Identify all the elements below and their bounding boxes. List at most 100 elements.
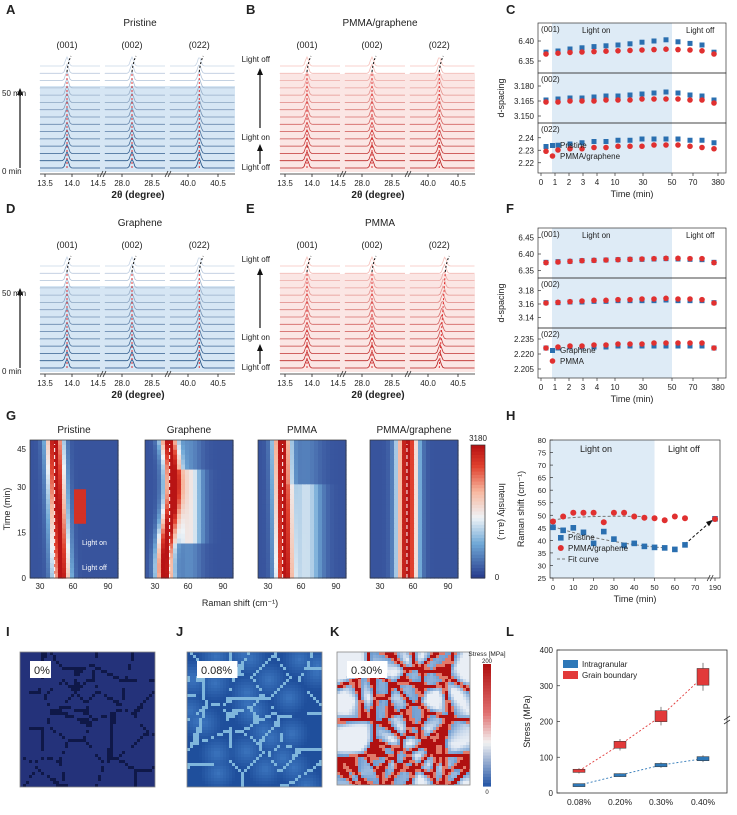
heat-cell (430, 454, 435, 461)
grain-pixel (128, 700, 132, 704)
heat-cell (386, 469, 391, 476)
heat-cell (102, 454, 107, 461)
heat-cell (286, 563, 291, 569)
xrd-trace (279, 343, 340, 354)
heat-cell (378, 553, 383, 559)
marker-b (567, 343, 573, 349)
grain-pixel (77, 730, 81, 734)
heat-cell (398, 568, 403, 574)
heat-cell (66, 499, 71, 505)
heat-cell (338, 513, 343, 520)
grain-pixel (125, 763, 129, 767)
grain-pixel (38, 658, 42, 662)
heat-cell (306, 563, 311, 569)
heat-cell (378, 499, 383, 505)
xrd-trace (39, 77, 100, 89)
grain-pixel (47, 694, 51, 698)
heat-cell (266, 568, 271, 574)
recovery-arrowhead (706, 519, 713, 527)
heat-cell (38, 513, 43, 520)
heat-cell (406, 523, 411, 530)
xrd-trace (169, 130, 235, 140)
heat-cell (266, 533, 271, 540)
grain-pixel (56, 721, 60, 725)
marker-a (555, 142, 561, 148)
heat-cell (342, 484, 347, 490)
grain-pixel (119, 673, 123, 677)
marker-b (687, 296, 693, 302)
heat-cell (177, 449, 182, 456)
heat-cell (110, 518, 115, 525)
heat-cell (374, 543, 379, 550)
xrd-trace (169, 294, 235, 303)
marker-b (567, 298, 573, 305)
heat-cell (30, 573, 35, 579)
heat-cell (286, 528, 291, 535)
x-axis-label: Time (min) (614, 594, 657, 604)
heat-cell (306, 479, 311, 485)
marker-b (687, 143, 693, 150)
heat-cell (330, 464, 335, 471)
xrd-trace (344, 285, 405, 296)
grain-pixel (104, 757, 108, 761)
heat-cell (278, 479, 283, 485)
heat-cell (90, 563, 95, 569)
xrd-trace (170, 359, 235, 369)
grain-pixel (107, 694, 111, 698)
heat-cell (410, 469, 415, 476)
heat-cell (221, 573, 226, 579)
heat-cell (90, 528, 95, 535)
grain-pixel (59, 661, 63, 665)
grain-pixel (29, 751, 33, 755)
grain-pixel (32, 724, 36, 728)
heat-cell (422, 494, 427, 500)
grain-pixel (74, 664, 78, 668)
grain-pixel (113, 733, 117, 737)
y-tick-label: 3.150 (514, 112, 535, 121)
heat-cell (374, 489, 379, 495)
grain-pixel (50, 769, 54, 773)
heat-cell (62, 573, 67, 579)
grain-pixel (80, 700, 84, 704)
grain-pixel (41, 775, 45, 779)
heat-cell (34, 518, 39, 525)
grain-pixel (86, 706, 90, 710)
heat-cell (165, 509, 170, 515)
grain-pixel (110, 778, 114, 782)
heat-cell (330, 454, 335, 461)
grain-pixel (122, 667, 126, 671)
xrd-trace (410, 159, 475, 169)
heat-cell (90, 444, 95, 451)
heat-cell (430, 533, 435, 540)
heat-cell (282, 464, 287, 471)
grain-pixel (125, 778, 129, 782)
heat-cell (153, 528, 158, 535)
heat-cell (42, 548, 47, 554)
heat-cell (390, 543, 395, 550)
heat-cell (434, 459, 439, 466)
grain-pixel (74, 727, 78, 731)
heat-cell (370, 440, 375, 446)
heat-cell (185, 513, 190, 520)
grain-pixel (131, 733, 135, 737)
heat-cell (94, 563, 99, 569)
grain-pixel (125, 697, 129, 701)
heat-cell (382, 509, 387, 515)
heat-cell (54, 440, 59, 446)
grain-pixel (116, 781, 120, 785)
heat-cell (102, 474, 107, 481)
grain-pixel (50, 661, 54, 665)
grain-pixel (131, 775, 135, 779)
grain-pixel (68, 757, 72, 761)
heat-cell (286, 558, 291, 564)
grain-pixel (74, 685, 78, 689)
heat-cell (50, 568, 55, 574)
legend-square (558, 535, 564, 541)
heat-cell (258, 449, 263, 456)
grain-pixel (119, 757, 123, 761)
heat-cell (422, 518, 427, 525)
grain-pixel (50, 724, 54, 728)
heat-cell (386, 454, 391, 461)
heat-cell (62, 504, 67, 510)
heat-cell (334, 464, 339, 471)
